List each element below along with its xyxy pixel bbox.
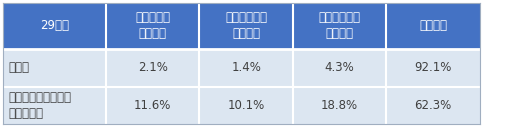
Bar <box>3 3 106 49</box>
Bar <box>199 3 293 49</box>
Text: 92.1%: 92.1% <box>414 61 452 74</box>
Text: プライベート
クラウド: プライベート クラウド <box>319 11 361 40</box>
Text: コミュニティ
クラウド: コミュニティ クラウド <box>225 11 267 40</box>
Bar <box>3 49 480 87</box>
Text: 29年度: 29年度 <box>40 19 69 32</box>
Bar <box>3 87 480 124</box>
Text: 生保、損保、証券、
クレジット: 生保、損保、証券、 クレジット <box>9 91 72 120</box>
Text: 銀行等: 銀行等 <box>9 61 30 74</box>
Text: 2.1%: 2.1% <box>138 61 168 74</box>
Text: 11.6%: 11.6% <box>134 99 172 112</box>
Text: 18.8%: 18.8% <box>321 99 358 112</box>
Text: 1.4%: 1.4% <box>231 61 261 74</box>
Text: パブリック
クラウド: パブリック クラウド <box>135 11 170 40</box>
Bar <box>386 3 480 49</box>
Text: 導入無し: 導入無し <box>419 19 447 32</box>
Text: 4.3%: 4.3% <box>325 61 355 74</box>
Bar <box>106 3 199 49</box>
Bar <box>293 3 386 49</box>
Text: 62.3%: 62.3% <box>415 99 451 112</box>
Text: 10.1%: 10.1% <box>228 99 265 112</box>
